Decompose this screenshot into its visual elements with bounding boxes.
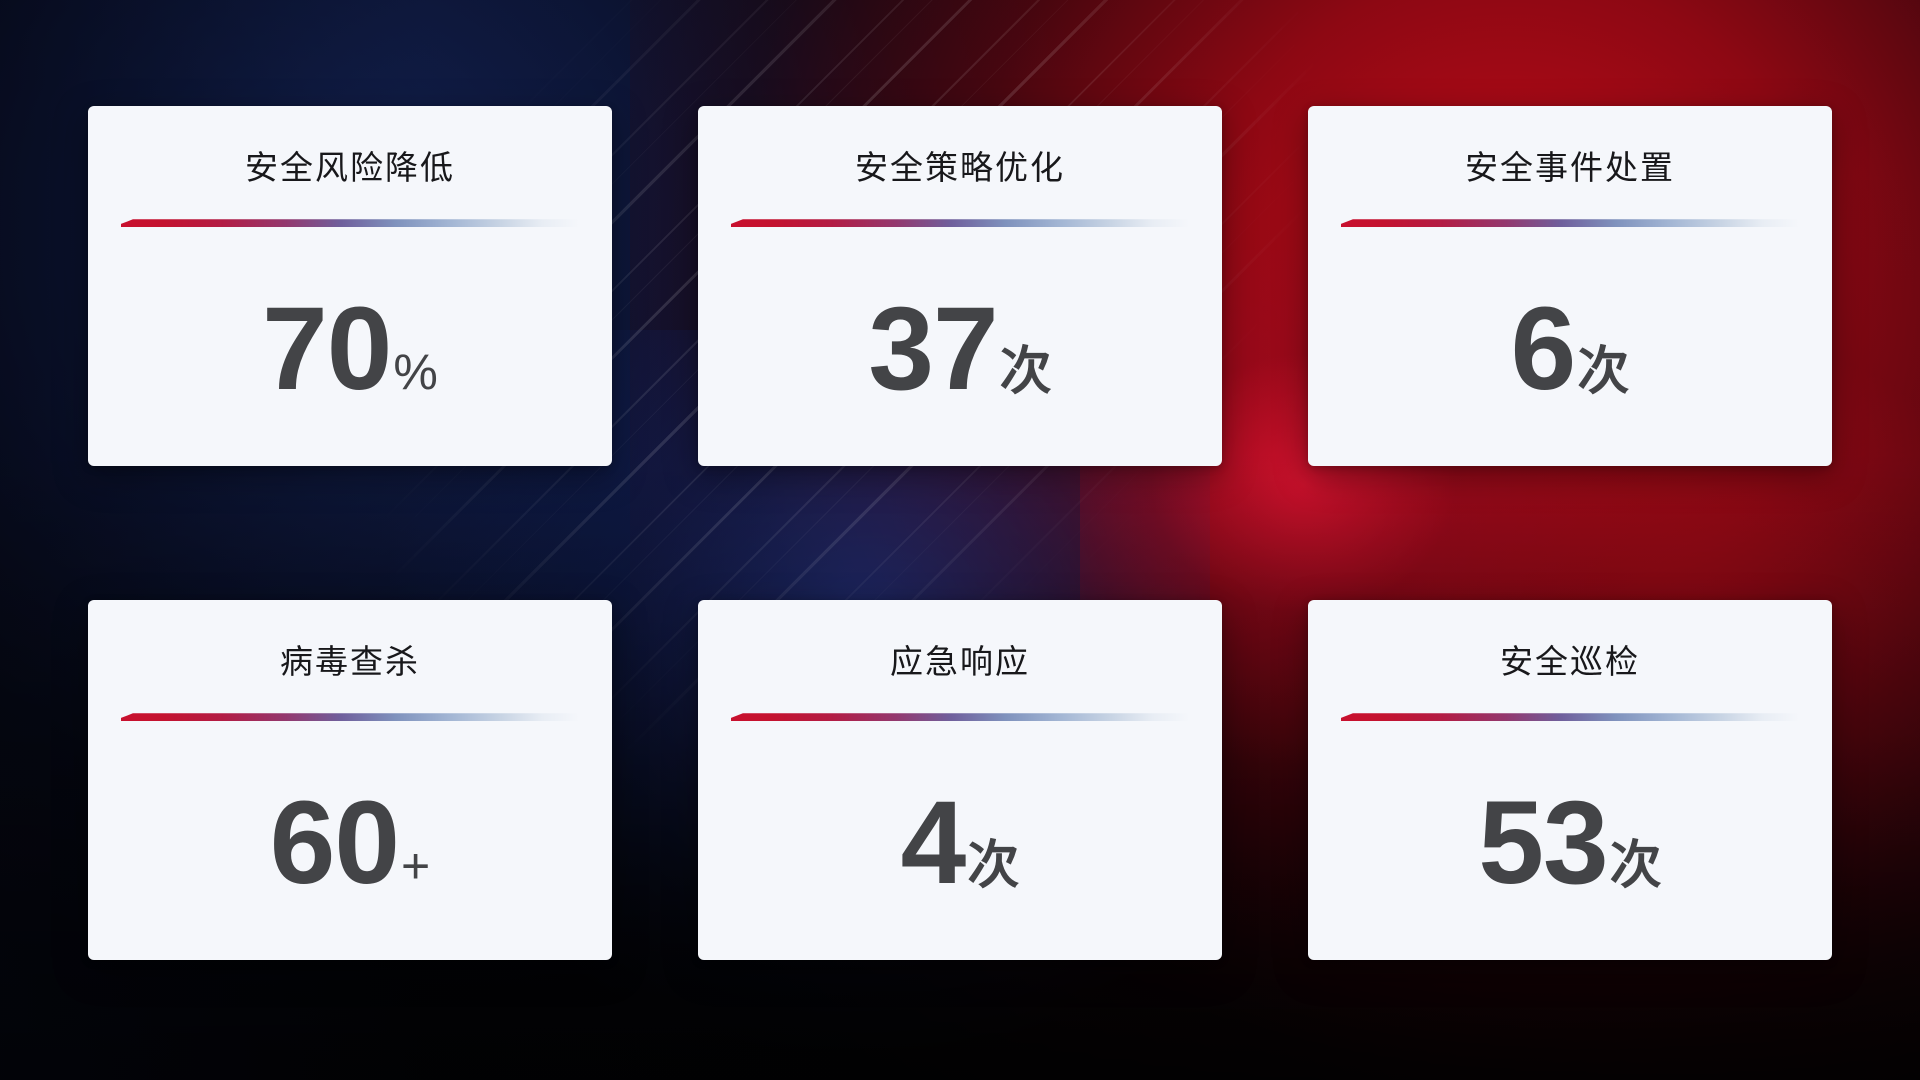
metric-value-unit: 次	[1577, 343, 1630, 401]
gradient-rule-bar	[731, 713, 1189, 722]
gradient-rule-bar	[121, 713, 579, 722]
metric-card[interactable]: 安全策略优化 37 次	[698, 106, 1222, 466]
metric-card-accent-rule	[731, 216, 1189, 230]
metric-card[interactable]: 应急响应 4 次	[698, 600, 1222, 960]
metric-value-unit: %	[393, 344, 438, 400]
metric-card[interactable]: 安全巡检 53 次	[1308, 600, 1832, 960]
gradient-rule-bar	[121, 219, 579, 228]
metric-card-title: 安全事件处置	[1465, 149, 1675, 186]
metric-value-number: 6	[1510, 283, 1577, 415]
metric-value-row: 53 次	[1478, 784, 1661, 902]
metric-card-title: 应急响应	[890, 643, 1030, 680]
metric-value-unit: 次	[999, 343, 1052, 401]
metric-card-title: 安全策略优化	[855, 149, 1065, 186]
metric-card-grid: 安全风险降低 70% 安全策略优化 37 次安全事件处置 6 次病毒查杀 60 + 应急响应 4 次安…	[88, 106, 1832, 960]
metric-value-unit: 次	[967, 837, 1020, 895]
metric-value-row: 37 次	[868, 290, 1051, 408]
metric-card-accent-rule	[121, 710, 579, 724]
metric-card-title: 安全巡检	[1500, 643, 1640, 680]
metric-card-accent-rule	[731, 710, 1189, 724]
gradient-rule-bar	[731, 219, 1189, 228]
metric-card[interactable]: 安全风险降低 70%	[88, 106, 612, 466]
metric-value-number: 70	[262, 283, 392, 415]
metric-card[interactable]: 安全事件处置 6 次	[1308, 106, 1832, 466]
metric-card-title: 安全风险降低	[245, 149, 455, 186]
metric-value-number: 60	[269, 777, 400, 909]
metric-value-number: 37	[868, 283, 998, 415]
metric-card-accent-rule	[1341, 710, 1799, 724]
gradient-rule-bar	[1341, 713, 1799, 722]
metric-card-title: 病毒查杀	[280, 643, 420, 680]
gradient-rule-bar	[1341, 219, 1799, 228]
metric-value-number: 4	[900, 777, 967, 909]
metric-value-row: 60 +	[270, 784, 430, 902]
metric-value-number: 53	[1478, 777, 1608, 909]
metric-card[interactable]: 病毒查杀 60 +	[88, 600, 612, 960]
metric-value-unit: 次	[1609, 837, 1662, 895]
metric-card-accent-rule	[1341, 216, 1799, 230]
metric-value-unit: +	[401, 838, 431, 894]
metric-card-accent-rule	[121, 216, 579, 230]
metric-value-row: 70%	[262, 290, 438, 408]
